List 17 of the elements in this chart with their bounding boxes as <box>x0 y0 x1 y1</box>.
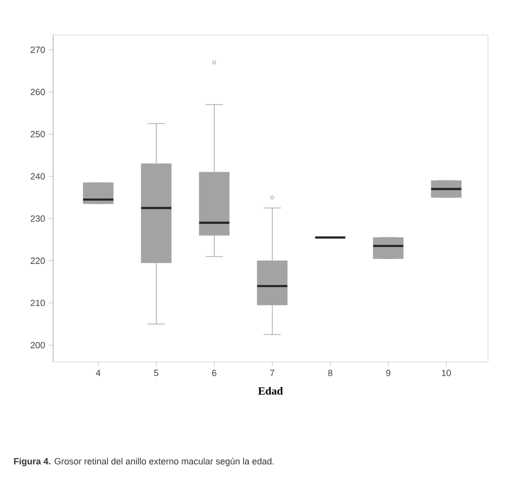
y-tick-label: 200 <box>30 342 45 348</box>
x-tick-label: 8 <box>328 370 332 376</box>
x-tick-label: 7 <box>270 370 274 376</box>
y-tick-label: 210 <box>30 300 45 306</box>
text: Figura 4. Grosor retinal del anillo externo macular según la edad. <box>14 458 274 466</box>
x-tick-label: 10 <box>442 370 451 376</box>
y-tick-label: 260 <box>30 88 45 96</box>
y-tick-label: 230 <box>30 215 45 222</box>
y-tick-label: 250 <box>30 130 45 138</box>
x-tick-label: 9 <box>386 370 390 376</box>
x-tick-label: 5 <box>154 370 158 376</box>
x-tick-label: 4 <box>96 370 100 376</box>
y-tick-label: 240 <box>30 173 45 180</box>
x-tick-label: 6 <box>212 370 216 376</box>
x-axis-title: Edad <box>258 386 283 395</box>
y-tick-label: 270 <box>30 46 45 53</box>
y-tick-label: 220 <box>30 258 45 264</box>
